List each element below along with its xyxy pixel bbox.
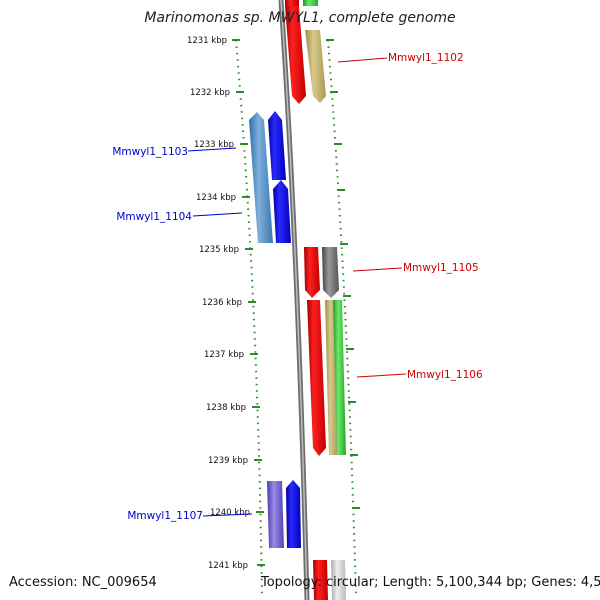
gene-label-mmwyl1-1105[interactable]: Mmwyl1_1105: [403, 262, 479, 274]
tick-1239: 1239 kbp: [208, 456, 262, 466]
leader-mmwyl1-1105: [352, 267, 403, 272]
feature-mmwyl1-1103-cds[interactable]: [268, 111, 286, 180]
tick-label: 1238 kbp: [206, 403, 246, 413]
feature-mmwyl1-1107-cds[interactable]: [286, 480, 301, 548]
feature-mmwyl1-1102-cds[interactable]: [285, 6, 306, 104]
tick-1236: 1236 kbp: [202, 298, 256, 308]
tick-label: 1233 kbp: [194, 140, 234, 150]
tick-1237: 1237 kbp: [204, 350, 258, 360]
leader-mmwyl1-1104: [192, 212, 243, 217]
tick-label: 1231 kbp: [187, 36, 227, 46]
tick-label: 1232 kbp: [190, 88, 230, 98]
leader-mmwyl1-1102: [337, 57, 388, 63]
backbone-highlight: [280, 0, 308, 600]
feature-mmwyl1-1102-gene[interactable]: [305, 30, 326, 103]
genome-title: Marinomonas sp. MWYL1, complete genome: [144, 10, 456, 26]
tick-1232: 1232 kbp: [190, 88, 244, 98]
tick-1241: 1241 kbp: [208, 561, 265, 571]
gene-label-mmwyl1-1107[interactable]: Mmwyl1_1107: [127, 510, 203, 522]
feature-mmwyl1-1103-cog[interactable]: [249, 112, 273, 243]
tick-label: 1237 kbp: [204, 350, 244, 360]
gene-top-green[interactable]: [303, 0, 318, 6]
tick-label: 1236 kbp: [202, 298, 242, 308]
gene-label-mmwyl1-1103[interactable]: Mmwyl1_1103: [112, 146, 188, 158]
feature-mmwyl1-1105-cog[interactable]: [322, 247, 339, 298]
leader-mmwyl1-1107: [202, 513, 253, 517]
tick-label: 1239 kbp: [208, 456, 248, 466]
leader-mmwyl1-1106: [356, 373, 407, 378]
tick-label: 1235 kbp: [199, 245, 239, 255]
gene-label-mmwyl1-1104[interactable]: Mmwyl1_1104: [116, 211, 192, 223]
gene-bottom-light[interactable]: [331, 560, 346, 600]
gene-bottom-red[interactable]: [313, 560, 328, 600]
tick-1235: 1235 kbp: [199, 245, 253, 255]
tick-label: 1234 kbp: [196, 193, 236, 203]
feature-mmwyl1-1105-cds[interactable]: [304, 247, 320, 298]
tick-1238: 1238 kbp: [206, 403, 260, 413]
tick-label: 1241 kbp: [208, 561, 248, 571]
gene-label-mmwyl1-1106[interactable]: Mmwyl1_1106: [407, 369, 483, 381]
tick-1231: 1231 kbp: [187, 36, 240, 46]
tick-1240: 1240 kbp: [210, 508, 264, 518]
outer-rail-ticks: [326, 39, 360, 509]
tick-1233: 1233 kbp: [194, 140, 248, 150]
tick-1234: 1234 kbp: [196, 193, 250, 203]
feature-mmwyl1-1104-cds[interactable]: [273, 180, 291, 243]
leader-mmwyl1-1103: [187, 147, 237, 152]
accession-text: Accession: NC_009654: [9, 575, 157, 590]
feature-mmwyl1-1106-cds[interactable]: [307, 300, 326, 456]
genome-stats-text: Topology: circular; Length: 5,100,344 bp…: [261, 575, 600, 590]
feature-mmwyl1-1106-rna[interactable]: [333, 300, 346, 455]
feature-mmwyl1-1107-cog[interactable]: [267, 481, 284, 548]
tick-label: 1240 kbp: [210, 508, 250, 518]
gene-label-mmwyl1-1102[interactable]: Mmwyl1_1102: [388, 52, 464, 64]
gene-top-red-cap[interactable]: [285, 0, 299, 6]
